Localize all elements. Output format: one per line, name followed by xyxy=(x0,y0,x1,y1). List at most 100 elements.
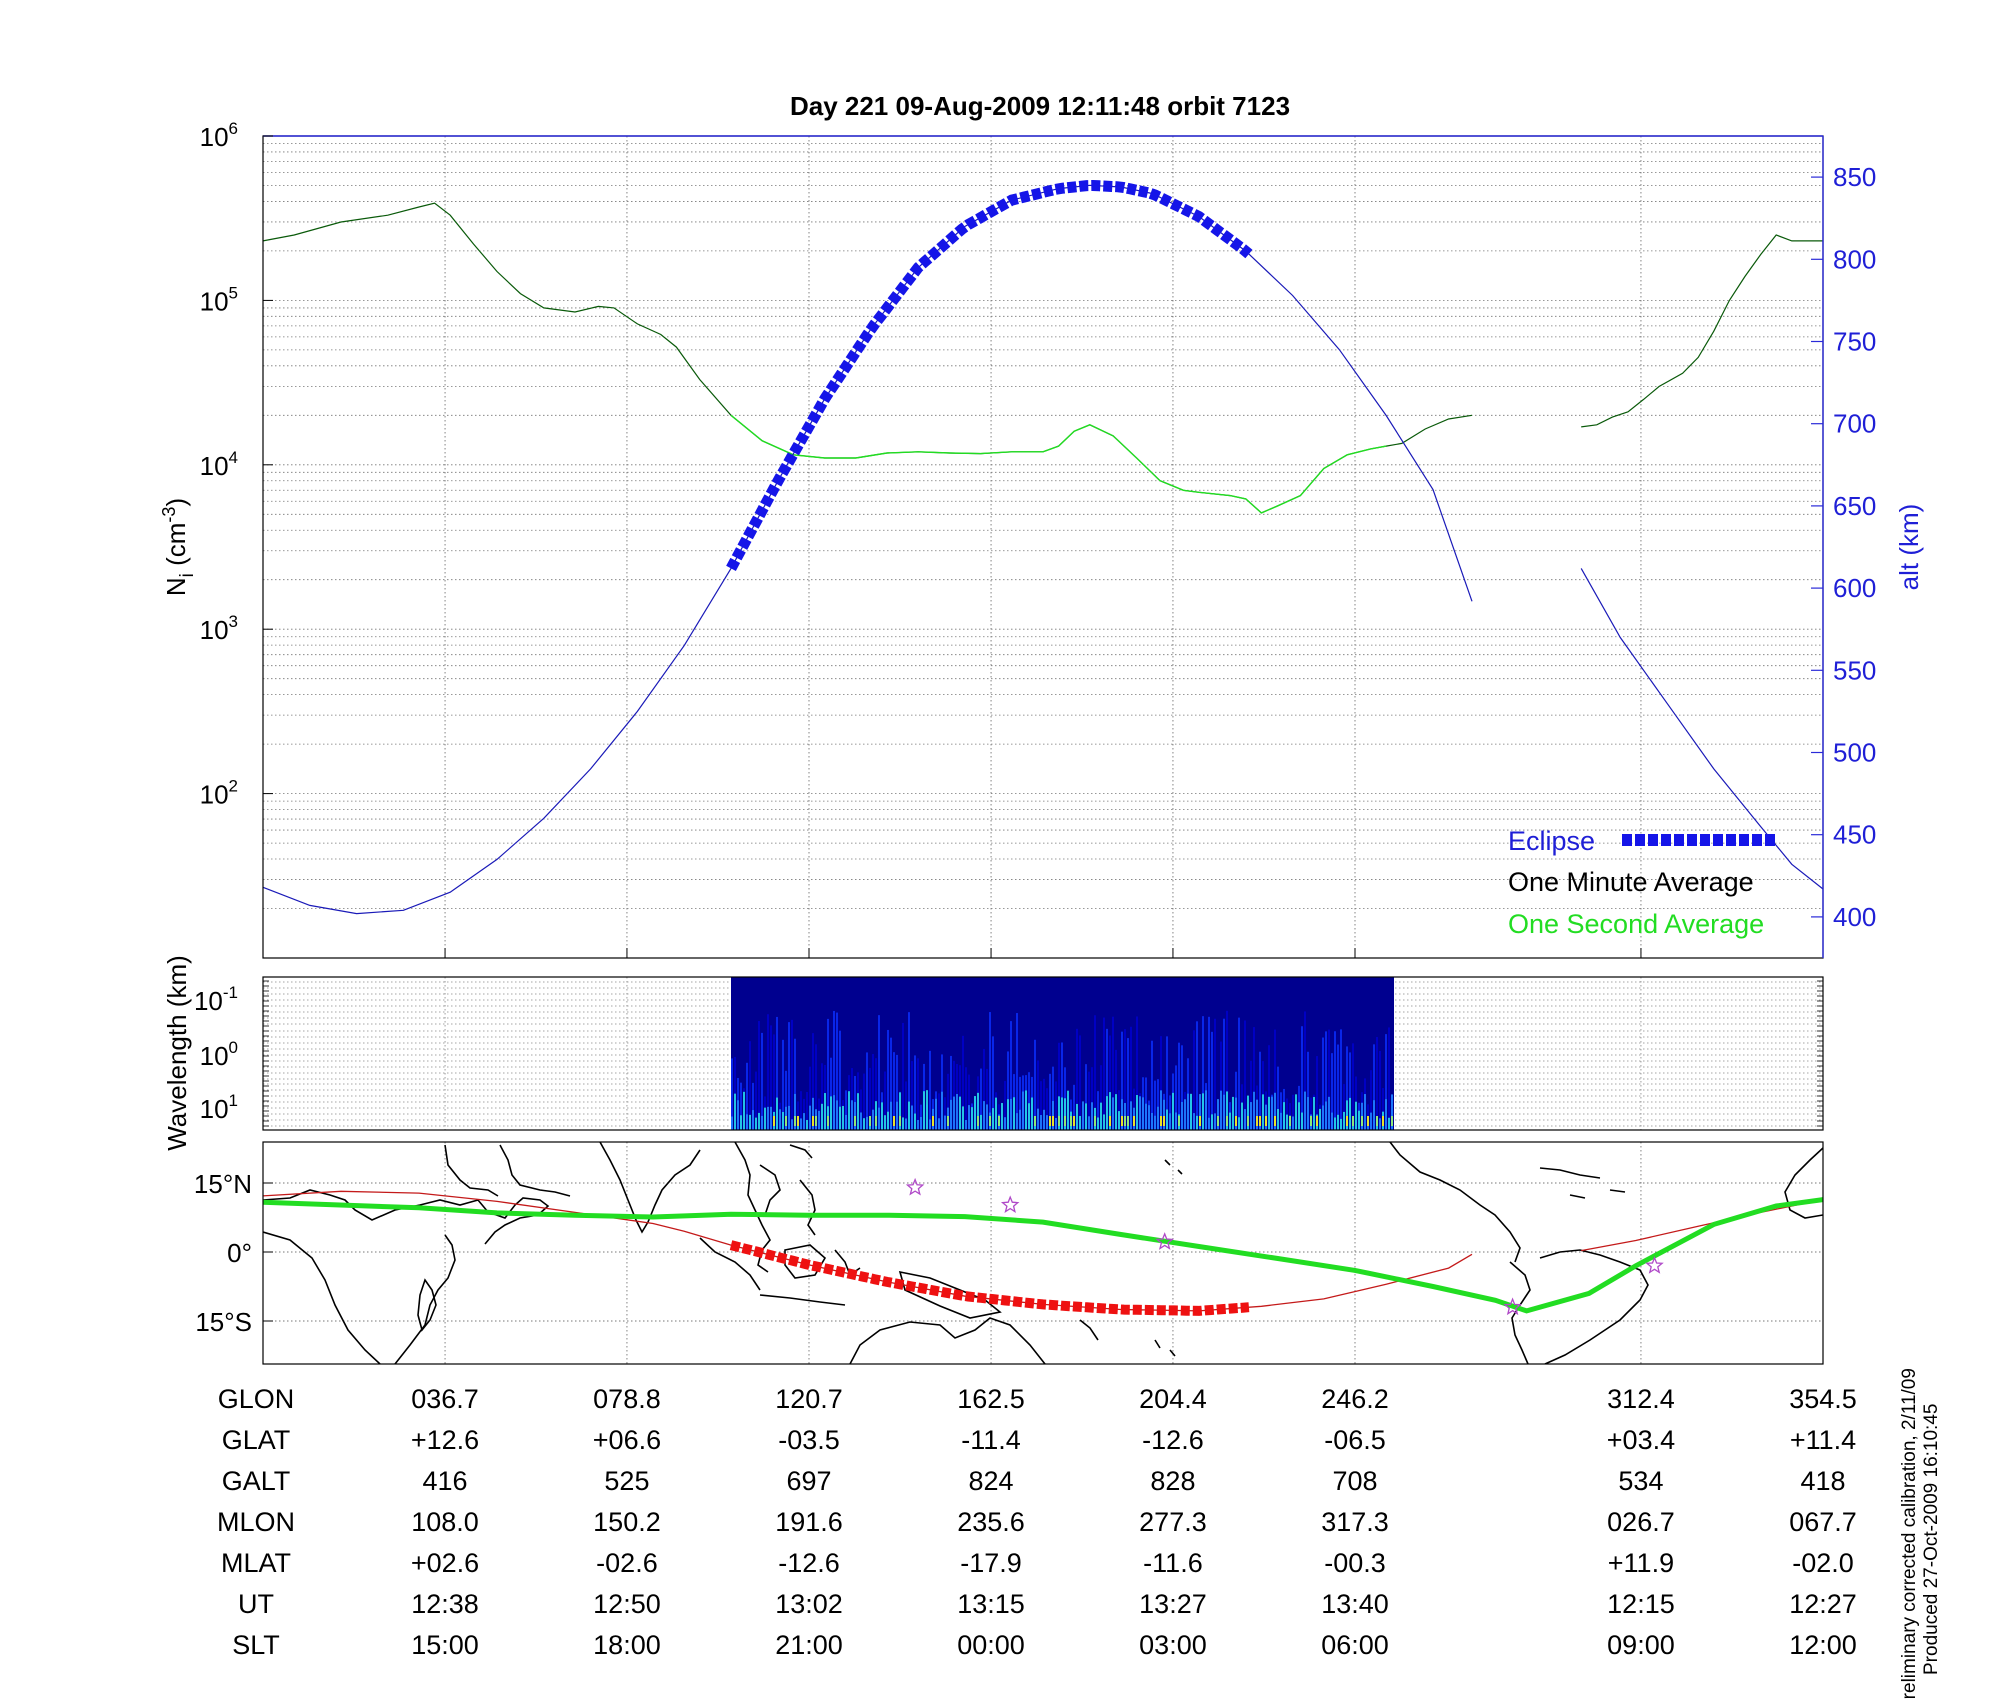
spectrogram-streak-bright xyxy=(1181,1101,1183,1130)
spectrogram-streak-bright xyxy=(1391,1094,1393,1130)
spectrogram-streak xyxy=(1244,1020,1246,1130)
spectrogram-streak xyxy=(797,1101,799,1130)
table-cell: +02.6 xyxy=(411,1548,479,1578)
orbit-parameter-table: GLON GLAT GALT MLON MLAT UT SLT 036.7 +12.6 416 10… xyxy=(217,1384,1857,1660)
spectrogram-streak-bright xyxy=(1214,1113,1216,1130)
spectrogram-streak xyxy=(1019,1076,1021,1130)
spectrogram-streak-hot xyxy=(1256,1116,1258,1126)
spectrogram-streak-bright xyxy=(1028,1103,1030,1130)
spectrogram-streak-bright xyxy=(833,1095,835,1130)
spectrogram-streak-bright xyxy=(1385,1099,1387,1130)
spectrogram-streak xyxy=(1112,1016,1114,1130)
table-cell: 03:00 xyxy=(1139,1630,1207,1660)
spectrogram-streak-bright xyxy=(1025,1090,1027,1130)
spectrogram-streak xyxy=(1211,1031,1213,1130)
map-axis-ticks: 15°N 0° 15°S xyxy=(194,1169,273,1337)
table-cell: 06:00 xyxy=(1321,1630,1389,1660)
right-tick-label: 450 xyxy=(1833,820,1876,850)
spectrogram-streak-bright xyxy=(1304,1091,1306,1130)
left-tick-label: 102 xyxy=(200,777,238,810)
spectrogram-streak-hot xyxy=(1124,1116,1126,1126)
spectrogram-streak-hot xyxy=(1247,1116,1249,1126)
spectrogram-streak-bright xyxy=(1160,1090,1162,1130)
tick-base: 10 xyxy=(200,451,229,481)
spectrogram-streak xyxy=(1301,1026,1303,1130)
spectrogram-streak-bright xyxy=(1076,1103,1078,1130)
table-cell: 13:40 xyxy=(1321,1589,1389,1619)
table-cell: 828 xyxy=(1150,1466,1195,1496)
table-row-label: GALT xyxy=(222,1466,291,1496)
spectrogram-streak xyxy=(1379,1050,1381,1130)
table-cell: 09:00 xyxy=(1607,1630,1675,1660)
spectrogram-streak-bright xyxy=(845,1114,847,1130)
spectrogram-streak xyxy=(755,1071,757,1130)
spectrogram-streak xyxy=(1127,1038,1129,1130)
spectrogram-streak-hot xyxy=(1391,1116,1393,1126)
spectrogram-streak-bright xyxy=(1088,1116,1090,1130)
spectrogram-streak-bright xyxy=(1286,1114,1288,1130)
tick-base: 10 xyxy=(200,122,229,152)
spectrogram-streak xyxy=(860,1089,862,1130)
spectrogram-streak-bright xyxy=(1001,1103,1003,1130)
spectrogram-tick-label: 100 xyxy=(200,1038,238,1071)
spectrogram-streak-bright xyxy=(1238,1117,1240,1130)
spectrogram-streak xyxy=(950,1055,952,1130)
spectrogram-streak xyxy=(1175,1065,1177,1130)
spectrogram-streak-bright xyxy=(965,1119,967,1130)
spectrogram-streak-bright xyxy=(1103,1114,1105,1130)
spectrogram-streak-bright xyxy=(1115,1094,1117,1130)
tick-exponent: 4 xyxy=(229,448,238,467)
spectrogram-streak xyxy=(1202,1016,1204,1130)
table-row-label: MLON xyxy=(217,1507,295,1537)
spectrogram-streak-hot xyxy=(989,1116,991,1126)
table-row-label: MLAT xyxy=(221,1548,291,1578)
station-star-icon xyxy=(1503,1297,1522,1316)
spectrogram-tick-label: 10-1 xyxy=(194,983,238,1016)
spectrogram-streak-bright xyxy=(1145,1103,1147,1130)
spectrogram-streak-bright xyxy=(800,1118,802,1130)
table-cell: -03.5 xyxy=(778,1425,840,1455)
table-cell: 235.6 xyxy=(957,1507,1025,1537)
spectrogram-streak-bright xyxy=(842,1105,844,1130)
spectrogram-streak xyxy=(740,1082,742,1130)
spectrogram-streak xyxy=(845,1090,847,1130)
spectrogram-streak-bright xyxy=(995,1097,997,1130)
spectrogram-streak xyxy=(1115,1049,1117,1130)
spectrogram-streak xyxy=(749,1041,751,1130)
spectrogram-streak xyxy=(1037,1060,1039,1130)
table-cell: 12:38 xyxy=(411,1589,479,1619)
spectrogram-streak-hot xyxy=(785,1116,787,1126)
spectrogram-streak-hot xyxy=(812,1116,814,1126)
spectrogram-streak xyxy=(1352,1043,1354,1130)
spectrogram-streak-bright xyxy=(992,1108,994,1130)
table-cell: -00.3 xyxy=(1324,1548,1386,1578)
spectrogram-streak-bright xyxy=(803,1113,805,1130)
spectrogram-streak-bright xyxy=(1031,1097,1033,1130)
coast-pacific-islands xyxy=(1079,1159,1183,1357)
spectrogram-streak-bright xyxy=(971,1107,973,1130)
spectrogram-streak-hot xyxy=(1121,1116,1123,1126)
spectrogram-streak-bright xyxy=(1130,1101,1132,1130)
spectrogram-streak xyxy=(1226,1010,1228,1130)
spectrogram-streak xyxy=(1097,1091,1099,1130)
table-cell: 00:00 xyxy=(957,1630,1025,1660)
spectrogram-streak-bright xyxy=(1250,1102,1252,1130)
spectrogram-streak-hot xyxy=(827,1116,829,1126)
spectrogram-streak-hot xyxy=(1133,1116,1135,1126)
legend-eclipse-label: Eclipse xyxy=(1508,826,1595,856)
right-tick-label: 600 xyxy=(1833,573,1876,603)
spectrogram-streak-bright xyxy=(1262,1094,1264,1130)
spectrogram-streak-bright xyxy=(761,1115,763,1130)
table-cell: -12.6 xyxy=(778,1548,840,1578)
spectrogram-streak xyxy=(734,1056,736,1130)
spectrogram-streak-hot xyxy=(773,1116,775,1126)
spectrogram-streak xyxy=(1388,1027,1390,1130)
spectrogram-streak-hot xyxy=(893,1116,895,1126)
spectrogram-streak-bright xyxy=(1244,1109,1246,1130)
spectrogram-streak-bright xyxy=(983,1101,985,1130)
map-tick-label: 15°N xyxy=(194,1169,252,1199)
spectrogram-streak xyxy=(1322,1037,1324,1130)
spectrogram-streak xyxy=(1169,1095,1171,1130)
produced-note: Produced 27-Oct-2009 16:10:45 xyxy=(1921,1404,1942,1675)
